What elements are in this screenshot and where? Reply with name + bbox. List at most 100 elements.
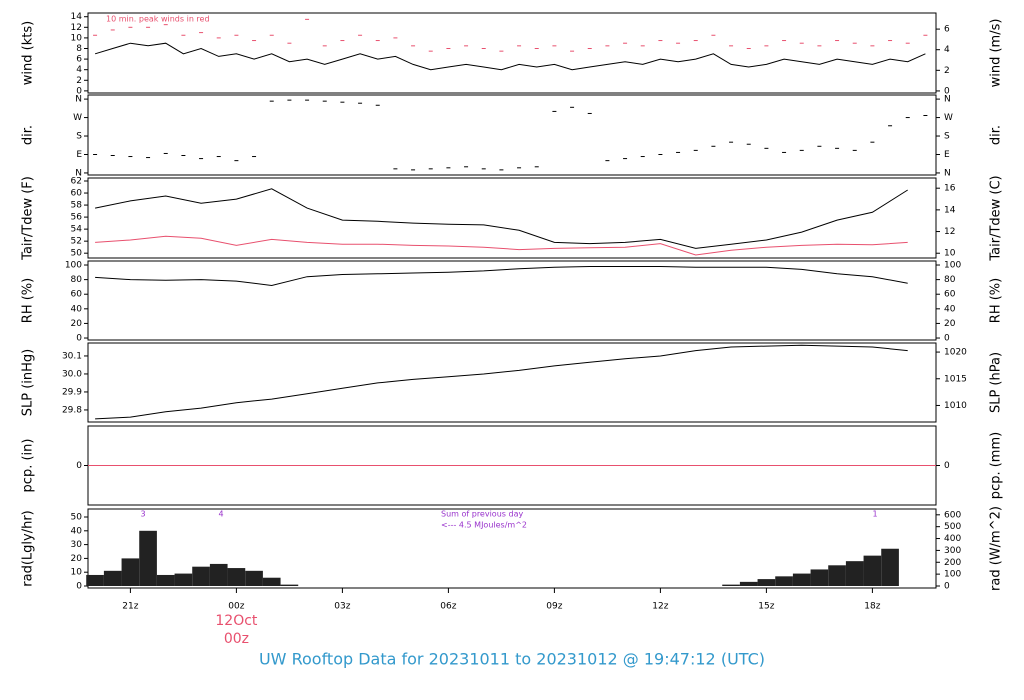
annotation: 4 xyxy=(218,510,223,519)
y-tick-label: 80 xyxy=(71,275,83,285)
y-tick-label: S xyxy=(76,132,82,142)
date-label: 12Oct xyxy=(215,613,258,629)
y-tick-label: 29.9 xyxy=(62,387,82,397)
y-tick-label: 30.0 xyxy=(62,369,82,379)
y2-tick-label: 600 xyxy=(944,510,961,520)
bar xyxy=(245,570,263,586)
y2-axis-label: SLP (hPa) xyxy=(989,352,1004,413)
y-axis-label: wind (kts) xyxy=(21,21,36,85)
y2-tick-label: 1020 xyxy=(944,348,967,358)
page-title: UW Rooftop Data for 20231011 to 20231012… xyxy=(259,650,765,669)
annotation: Sum of previous day xyxy=(441,510,523,519)
bar xyxy=(227,568,246,586)
y-tick-label: E xyxy=(76,150,82,160)
y-axis-label: rad(Lgly/hr) xyxy=(21,510,36,586)
y-axis-label: dir. xyxy=(21,125,36,145)
y-tick-label: 30 xyxy=(71,540,83,550)
y2-tick-label: 100 xyxy=(944,570,961,580)
y-tick-label: 54 xyxy=(71,225,83,235)
bar xyxy=(863,555,882,586)
series-line xyxy=(95,235,908,256)
x-tick-label: 15z xyxy=(758,602,774,612)
bar xyxy=(121,558,140,586)
y2-tick-label: 16 xyxy=(944,184,956,194)
y-tick-label: 52 xyxy=(71,237,82,247)
y2-tick-label: N xyxy=(944,95,951,105)
y2-axis-label: Tair/Tdew (C) xyxy=(989,175,1004,261)
y-tick-label: 14 xyxy=(71,12,83,22)
y-tick-label: 100 xyxy=(65,261,82,271)
y-tick-label: 0 xyxy=(76,581,82,591)
y2-tick-label: 100 xyxy=(944,261,961,271)
annotation: 1 xyxy=(872,510,877,519)
series-line xyxy=(95,188,908,249)
y-tick-label: 58 xyxy=(71,201,83,211)
y2-tick-label: W xyxy=(944,113,953,123)
y-tick-label: 30.1 xyxy=(62,351,82,361)
bar xyxy=(139,530,157,586)
y-tick-label: 40 xyxy=(71,526,83,536)
y-tick-label: 10 xyxy=(71,568,83,578)
bar xyxy=(192,566,210,586)
y-tick-label: 56 xyxy=(71,213,83,223)
y-tick-label: 12 xyxy=(71,23,82,33)
y2-tick-label: 200 xyxy=(944,558,961,568)
bar xyxy=(174,573,193,586)
y2-tick-label: E xyxy=(944,150,950,160)
y2-tick-label: 60 xyxy=(944,290,956,300)
series-line xyxy=(95,344,908,420)
y2-axis-label: rad (W/m^2) xyxy=(989,506,1004,591)
panel-frame xyxy=(87,177,937,259)
y2-tick-label: 0 xyxy=(944,461,950,471)
date-label: 00z xyxy=(224,631,249,647)
y2-tick-label: 40 xyxy=(944,304,956,314)
x-tick-label: 21z xyxy=(122,602,138,612)
y2-tick-label: 1015 xyxy=(944,374,967,384)
bar xyxy=(722,584,740,586)
x-tick-label: 09z xyxy=(546,602,562,612)
series-line xyxy=(95,266,908,287)
y2-axis-label: dir. xyxy=(989,125,1004,145)
y-tick-label: 29.8 xyxy=(62,405,82,415)
bar xyxy=(103,570,122,586)
y-tick-label: 6 xyxy=(76,55,82,65)
panel-frame xyxy=(87,12,937,94)
bar xyxy=(86,574,104,586)
y-tick-label: 50 xyxy=(71,513,83,523)
bar xyxy=(845,561,864,586)
bar xyxy=(792,573,811,586)
y-tick-label: 50 xyxy=(71,249,83,259)
y2-axis-label: wind (m/s) xyxy=(989,19,1004,88)
y2-tick-label: S xyxy=(944,132,950,142)
y2-tick-label: 10 xyxy=(944,249,956,259)
y-tick-label: 0 xyxy=(76,334,82,344)
y-axis-label: Tair/Tdew (F) xyxy=(21,176,36,261)
y-tick-label: 62 xyxy=(71,177,82,187)
y-axis-label: pcp. (in) xyxy=(21,439,36,493)
annotation: 10 min. peak winds in red xyxy=(106,15,210,24)
bar xyxy=(881,548,899,586)
y2-tick-label: 14 xyxy=(944,205,956,215)
x-tick-label: 12z xyxy=(652,602,668,612)
bar xyxy=(209,563,228,586)
bar xyxy=(280,584,299,586)
series-line xyxy=(94,42,926,71)
y-tick-label: 20 xyxy=(71,319,83,329)
y2-tick-label: N xyxy=(944,168,951,178)
y-tick-label: 60 xyxy=(71,189,83,199)
y2-tick-label: 0 xyxy=(944,86,950,96)
y-tick-label: 0 xyxy=(76,86,82,96)
y2-tick-label: 0 xyxy=(944,581,950,591)
y2-tick-label: 300 xyxy=(944,546,961,556)
y-tick-label: 40 xyxy=(71,304,83,314)
y-tick-label: W xyxy=(73,113,82,123)
y2-tick-label: 0 xyxy=(944,334,950,344)
y-tick-label: N xyxy=(75,95,82,105)
y2-axis-label: pcp. (mm) xyxy=(989,432,1004,499)
y2-axis-label: RH (%) xyxy=(989,278,1004,323)
y-tick-label: 0 xyxy=(76,461,82,471)
annotation: 3 xyxy=(140,510,145,519)
y-tick-label: N xyxy=(75,168,82,178)
y2-tick-label: 80 xyxy=(944,275,956,285)
bar xyxy=(828,565,846,586)
